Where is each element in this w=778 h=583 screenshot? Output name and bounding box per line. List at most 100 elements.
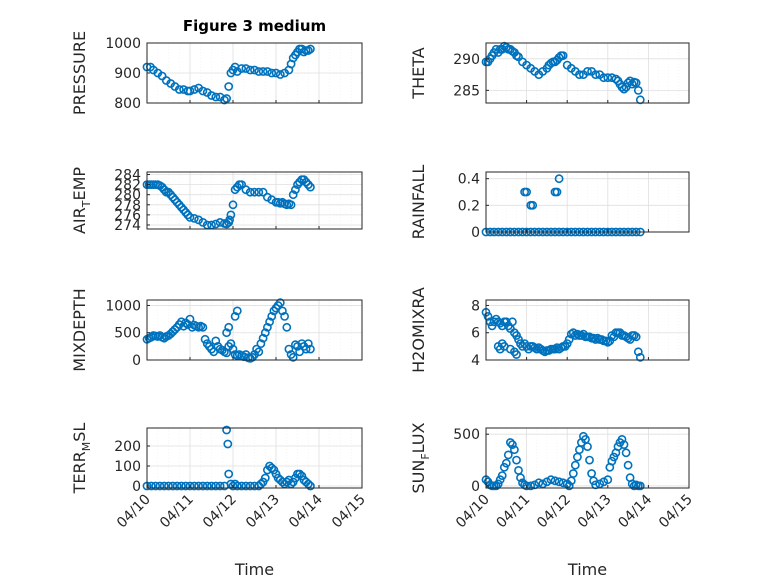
data-point: [164, 187, 173, 197]
x-tick-label: 04/12: [534, 492, 574, 532]
y-tick-label: 0: [471, 479, 480, 495]
data-point: [222, 94, 231, 103]
data-point: [303, 339, 313, 348]
subplot-1: 285 290 THETA: [409, 41, 690, 105]
data-point: [627, 79, 637, 89]
data-point: [211, 92, 221, 102]
data-point: [554, 174, 564, 184]
x-tick-label: 04/13: [575, 492, 615, 532]
data-point: [262, 192, 272, 202]
data-point: [609, 452, 619, 462]
data-point: [271, 68, 281, 78]
data-point: [225, 215, 234, 225]
y-axis-label: RAINFALL: [409, 165, 428, 240]
data-point: [573, 452, 582, 462]
data-point: [568, 469, 578, 478]
data-point: [305, 44, 315, 54]
data-point: [587, 469, 596, 478]
x-tick-label: 04/14: [286, 491, 326, 531]
data-point: [159, 185, 169, 195]
y-tick-label: 290: [453, 52, 480, 68]
data-point: [562, 339, 572, 348]
y-tick-label: 0.4: [458, 172, 480, 188]
y-tick-label: 284: [114, 168, 141, 184]
data-point: [522, 187, 531, 197]
data-point: [514, 465, 523, 475]
subplot-6: 0 100 200 04/10 04/11 04/12 04/13 04/14 04/15 TER…: [70, 423, 369, 579]
data-point: [514, 335, 523, 344]
data-point: [166, 190, 176, 200]
data-point: [176, 481, 186, 491]
data-point: [508, 440, 517, 449]
data-point: [516, 473, 525, 483]
data-point: [277, 306, 287, 316]
x-tick-label: 04/10: [453, 492, 493, 532]
data-point: [550, 476, 560, 486]
data-point: [174, 85, 184, 94]
data-point: [503, 450, 513, 460]
data-point: [303, 180, 313, 189]
data-point: [522, 481, 531, 491]
subplot-7: 0 500 04/10 04/11 04/12 04/13 04/14 04/15 SUNFLU…: [409, 422, 696, 579]
data-point: [254, 347, 264, 357]
data-point: [250, 65, 259, 75]
data-point: [260, 473, 270, 483]
data-point: [275, 298, 285, 308]
data-point: [207, 91, 216, 100]
y-tick-label: 500: [453, 427, 480, 443]
data-point: [232, 306, 242, 316]
data-point: [265, 317, 274, 327]
data-point: [174, 200, 184, 210]
data-point: [262, 67, 272, 76]
y-tick-label: 280: [114, 188, 141, 204]
data-point: [487, 321, 497, 331]
data-point: [254, 187, 264, 197]
data-point: [155, 481, 165, 491]
data-point: [224, 322, 234, 332]
data-point: [200, 334, 210, 344]
x-axis-label: Time: [567, 560, 607, 579]
data-point: [301, 177, 311, 187]
data-point: [241, 481, 251, 491]
data-point: [603, 475, 613, 485]
data-point: [211, 219, 221, 229]
y-tick-label: 8: [471, 298, 480, 314]
data-point: [621, 448, 631, 458]
y-tick-label: 200: [114, 439, 141, 455]
data-point: [151, 481, 160, 491]
data-point: [168, 192, 178, 202]
y-axis-label: PRESSURE: [70, 31, 89, 115]
data-point: [260, 328, 270, 338]
data-point: [224, 82, 234, 91]
data-point: [631, 78, 641, 88]
data-point: [245, 481, 255, 491]
y-axis-label: THETA: [409, 47, 428, 99]
subplot-0: 800 900 1000 PRESSURE Figure 3 medium: [70, 17, 363, 115]
data-point: [497, 471, 507, 480]
data-point: [501, 458, 511, 468]
data-point: [267, 68, 277, 78]
data-point: [305, 344, 315, 354]
data-point: [633, 86, 643, 95]
data-point: [254, 67, 264, 76]
data-point: [282, 322, 292, 332]
y-axis-label: AIRTEMP: [70, 167, 93, 234]
data-point: [534, 478, 544, 488]
y-axis-label: TERRMSL: [70, 423, 93, 495]
data-point: [635, 352, 645, 362]
y-tick-label: 100: [114, 459, 141, 475]
data-point: [570, 460, 580, 470]
subplot-4: 0 500 1000 MIXDEPTH: [70, 288, 363, 372]
y-tick-label: 0: [132, 479, 141, 495]
data-point: [228, 344, 238, 354]
data-point: [510, 445, 519, 455]
data-point: [185, 212, 195, 222]
y-axis-label: SUNFLUX: [409, 422, 432, 493]
data-point: [495, 475, 505, 485]
data-point: [189, 481, 199, 491]
y-tick-label: 282: [114, 178, 141, 194]
data-point: [583, 67, 592, 76]
data-point: [223, 439, 233, 449]
data-point: [256, 339, 266, 348]
data-point: [230, 311, 240, 321]
